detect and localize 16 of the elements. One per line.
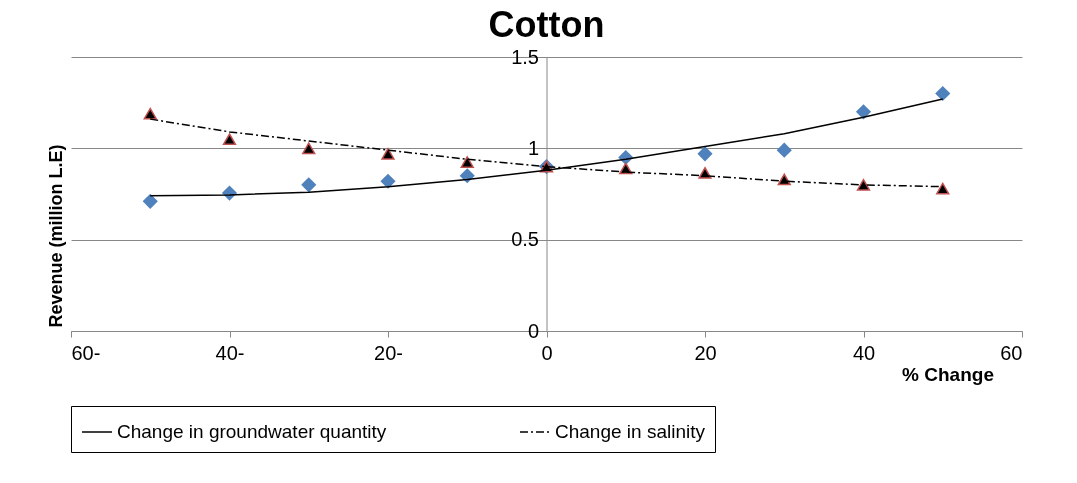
x-tick-label: 20	[694, 341, 717, 364]
y-tick-label: 0.5	[511, 228, 539, 251]
x-axis-title: % Change	[902, 363, 994, 385]
y-tick-label: 1.5	[511, 45, 539, 68]
x-tick-label: 20-	[374, 341, 403, 364]
y-axis-title: Revenue (million L.E)	[46, 144, 66, 328]
legend-label: Change in salinity	[555, 421, 706, 442]
x-tick-label: 40	[852, 341, 876, 364]
x-tick-label: 0	[541, 341, 553, 364]
x-tick-label: 60-	[71, 341, 101, 364]
chart-title: Cotton	[488, 4, 605, 45]
legend-label: Change in groundwater quantity	[117, 421, 387, 442]
y-tick-label: 1	[527, 136, 539, 159]
y-tick-label: 0	[527, 319, 539, 342]
x-tick-label: 40-	[215, 341, 245, 364]
x-tick-label: 60	[1000, 341, 1023, 364]
